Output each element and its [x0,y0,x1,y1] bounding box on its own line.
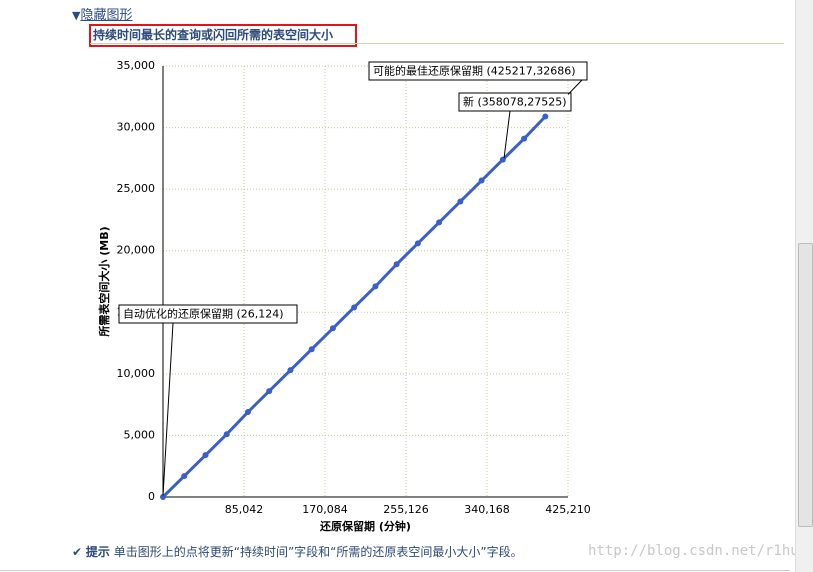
tip: ✔ 提示 单击图形上的点将更新“持续时间”字段和“所需的还原表空间最小大小”字段… [72,543,523,560]
toggle[interactable]: ▼隐藏图形 [72,8,133,23]
tip-icon: ✔ [72,545,83,559]
annotation-leader [567,79,583,95]
x-tick-label: 255,126 [383,503,429,516]
data-point [351,304,358,311]
annotation-box [118,304,298,324]
x-tick-label: 425,210 [545,503,591,516]
separator [90,43,784,44]
data-point [244,409,251,416]
data-point [372,283,379,290]
data-point [329,325,336,332]
data-point [521,135,528,142]
data-point [223,431,230,438]
watermark: http://blog.csdn.net/r1hua [588,543,808,559]
data-point [308,346,315,353]
data-point [202,452,209,459]
scrollbar[interactable] [795,0,813,572]
tip-text: 单击图形上的点将更新“持续时间”字段和“所需的还原表空间最小大小”字段。 [113,545,523,559]
tip-label: 提示 [85,545,110,559]
data-point [414,240,421,247]
data-point [499,156,506,163]
x-axis-label: 还原保留期 (分钟) [319,519,411,533]
data-point [266,388,273,395]
highlight-box [89,24,357,47]
annotation-text: 新 (358078,27525) [463,95,567,109]
section-title: 持续时间最长的查询或闪回所需的表空间大小 [93,28,334,42]
annotation-box [368,61,588,81]
y-tick-label: 35,000 [117,59,156,72]
x-tick-label: 340,168 [464,503,510,516]
y-tick-label: 20,000 [117,244,156,257]
y-axis-label: 所需表空间大小 (MB) [97,226,111,336]
annotation-text: 自动优化的还原保留期 (26,124) [123,307,284,321]
chart: 05,00010,00015,00020,00025,00030,00035,0… [97,59,591,533]
annotation-leader [162,322,174,496]
annotation-text: 可能的最佳还原保留期 (425217,32686) [373,64,576,78]
toggle-link[interactable]: 隐藏图形 [80,8,133,23]
y-tick-label: 0 [148,490,155,503]
scroll-thumb[interactable] [798,243,813,527]
y-tick-label: 10,000 [117,367,156,380]
bottom-line [0,570,790,571]
annotation-box [458,92,572,112]
x-tick-label: 85,042 [225,503,264,516]
y-tick-label: 25,000 [117,182,156,195]
y-tick-label: 5,000 [124,428,156,441]
data-point [287,367,294,374]
data-point [160,494,166,500]
data-point [393,261,400,268]
y-tick-label: 30,000 [117,121,156,134]
data-point [181,473,188,480]
data-point [457,198,464,205]
data-point [478,177,485,184]
data-point [542,113,549,120]
data-point [436,219,443,226]
x-tick-label: 170,084 [302,503,348,516]
annotation-leader [503,110,511,159]
